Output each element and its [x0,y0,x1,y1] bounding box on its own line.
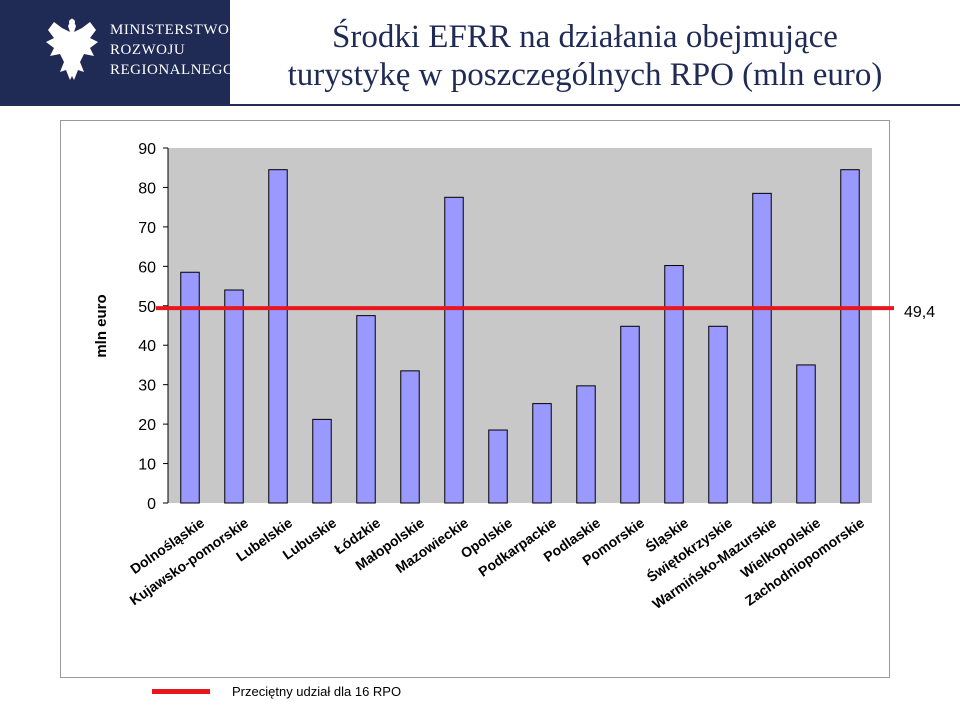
y-tick-label: 80 [138,180,156,197]
y-tick-label: 50 [138,299,156,316]
bar [576,385,596,504]
x-axis-labels: DolnośląskieKujawsko-pomorskieLubelskieL… [127,513,868,612]
y-tick-label: 40 [138,338,156,355]
average-label: 49,4 [904,304,935,321]
ministry-logo-band: MINISTERSTWO ROZWOJU REGIONALNEGO [0,0,234,104]
bar [400,370,420,504]
bar [796,364,816,504]
title-line-1: Środki EFRR na działania obejmujące [332,19,838,55]
header: MINISTERSTWO ROZWOJU REGIONALNEGO Środki… [0,0,960,104]
bar [840,169,860,504]
chart-frame [60,120,890,678]
bar [708,325,728,504]
y-tick-label: 70 [138,220,156,237]
y-axis: 0 10 20 30 40 50 60 70 80 90 [138,141,169,513]
title-line-2: turystykę w poszczególnych RPO (mln euro… [287,57,883,93]
logo-text-line: MINISTERSTWO [110,22,230,38]
y-tick-label: 30 [138,378,156,395]
header-divider [0,104,960,106]
y-tick-label: 90 [138,141,156,158]
bar [752,192,772,504]
bar [488,429,508,504]
logo-text-line: ROZWOJU [110,42,186,58]
bars [180,169,860,504]
y-axis-label: mln euro [93,294,110,357]
bar [224,289,244,504]
legend-label: Przeciętny udział dla 16 RPO [232,684,402,699]
logo-text-line: REGIONALNEGO [110,62,235,78]
bar [664,265,684,504]
bar [312,418,332,504]
y-tick-label: 0 [147,496,156,513]
legend-swatch [152,689,210,694]
y-tick-label: 10 [138,457,156,474]
legend: Przeciętny udział dla 16 RPO [152,684,432,708]
bar [444,196,464,504]
bar [180,271,200,504]
y-tick-label: 20 [138,417,156,434]
slide-title: Środki EFRR na działania obejmujące tury… [230,18,940,94]
bar [532,403,552,504]
bar [356,315,376,504]
bar [268,169,288,504]
eagle-emblem-icon [46,18,98,80]
bar [620,325,640,504]
y-tick-label: 60 [138,259,156,276]
